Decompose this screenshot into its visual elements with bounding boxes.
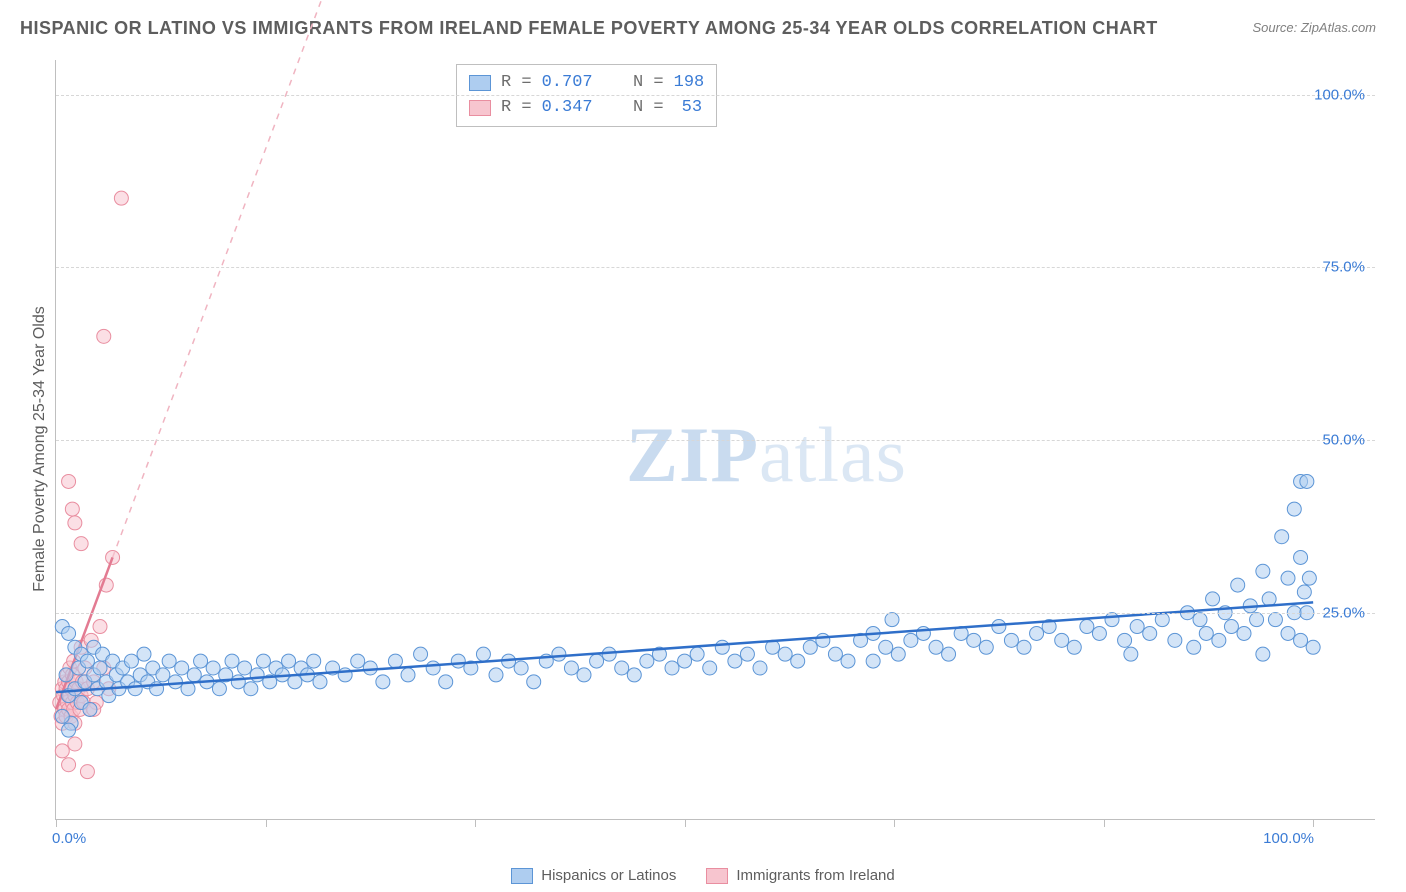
- ytick-label: 75.0%: [1322, 259, 1365, 276]
- n-value-0: 198: [674, 71, 705, 96]
- n-value-1: 53: [674, 96, 702, 121]
- source-label: Source: ZipAtlas.com: [1252, 20, 1376, 35]
- legend-item-1: Immigrants from Ireland: [706, 867, 894, 884]
- chart-title: HISPANIC OR LATINO VS IMMIGRANTS FROM IR…: [20, 18, 1158, 39]
- legend-item-0: Hispanics or Latinos: [511, 867, 676, 884]
- swatch-pink: [706, 868, 728, 884]
- legend-row-0: R = 0.707 N = 198: [469, 71, 704, 96]
- xtick-label-left: 0.0%: [52, 830, 86, 847]
- ytick-label: 25.0%: [1322, 604, 1365, 621]
- legend-label-1: Immigrants from Ireland: [736, 867, 894, 884]
- r-label: R =: [501, 71, 532, 96]
- legend-label-0: Hispanics or Latinos: [541, 867, 676, 884]
- r-label: R =: [501, 96, 532, 121]
- r-value-1: 0.347: [542, 96, 593, 121]
- ytick-label: 100.0%: [1314, 86, 1365, 103]
- legend-stats: R = 0.707 N = 198 R = 0.347 N = 53: [456, 64, 717, 127]
- swatch-pink: [469, 100, 491, 116]
- n-label: N =: [633, 96, 664, 121]
- y-axis-label: Female Poverty Among 25-34 Year Olds: [31, 269, 49, 629]
- r-value-0: 0.707: [542, 71, 593, 96]
- swatch-blue: [469, 75, 491, 91]
- xtick-label-right: 100.0%: [1263, 830, 1314, 847]
- plot-area: ZIPatlas R = 0.707 N = 198 R = 0.347 N =…: [55, 60, 1375, 820]
- n-label: N =: [633, 71, 664, 96]
- legend-series: Hispanics or Latinos Immigrants from Ire…: [0, 867, 1406, 884]
- swatch-blue: [511, 868, 533, 884]
- legend-row-1: R = 0.347 N = 53: [469, 96, 704, 121]
- ytick-label: 50.0%: [1322, 432, 1365, 449]
